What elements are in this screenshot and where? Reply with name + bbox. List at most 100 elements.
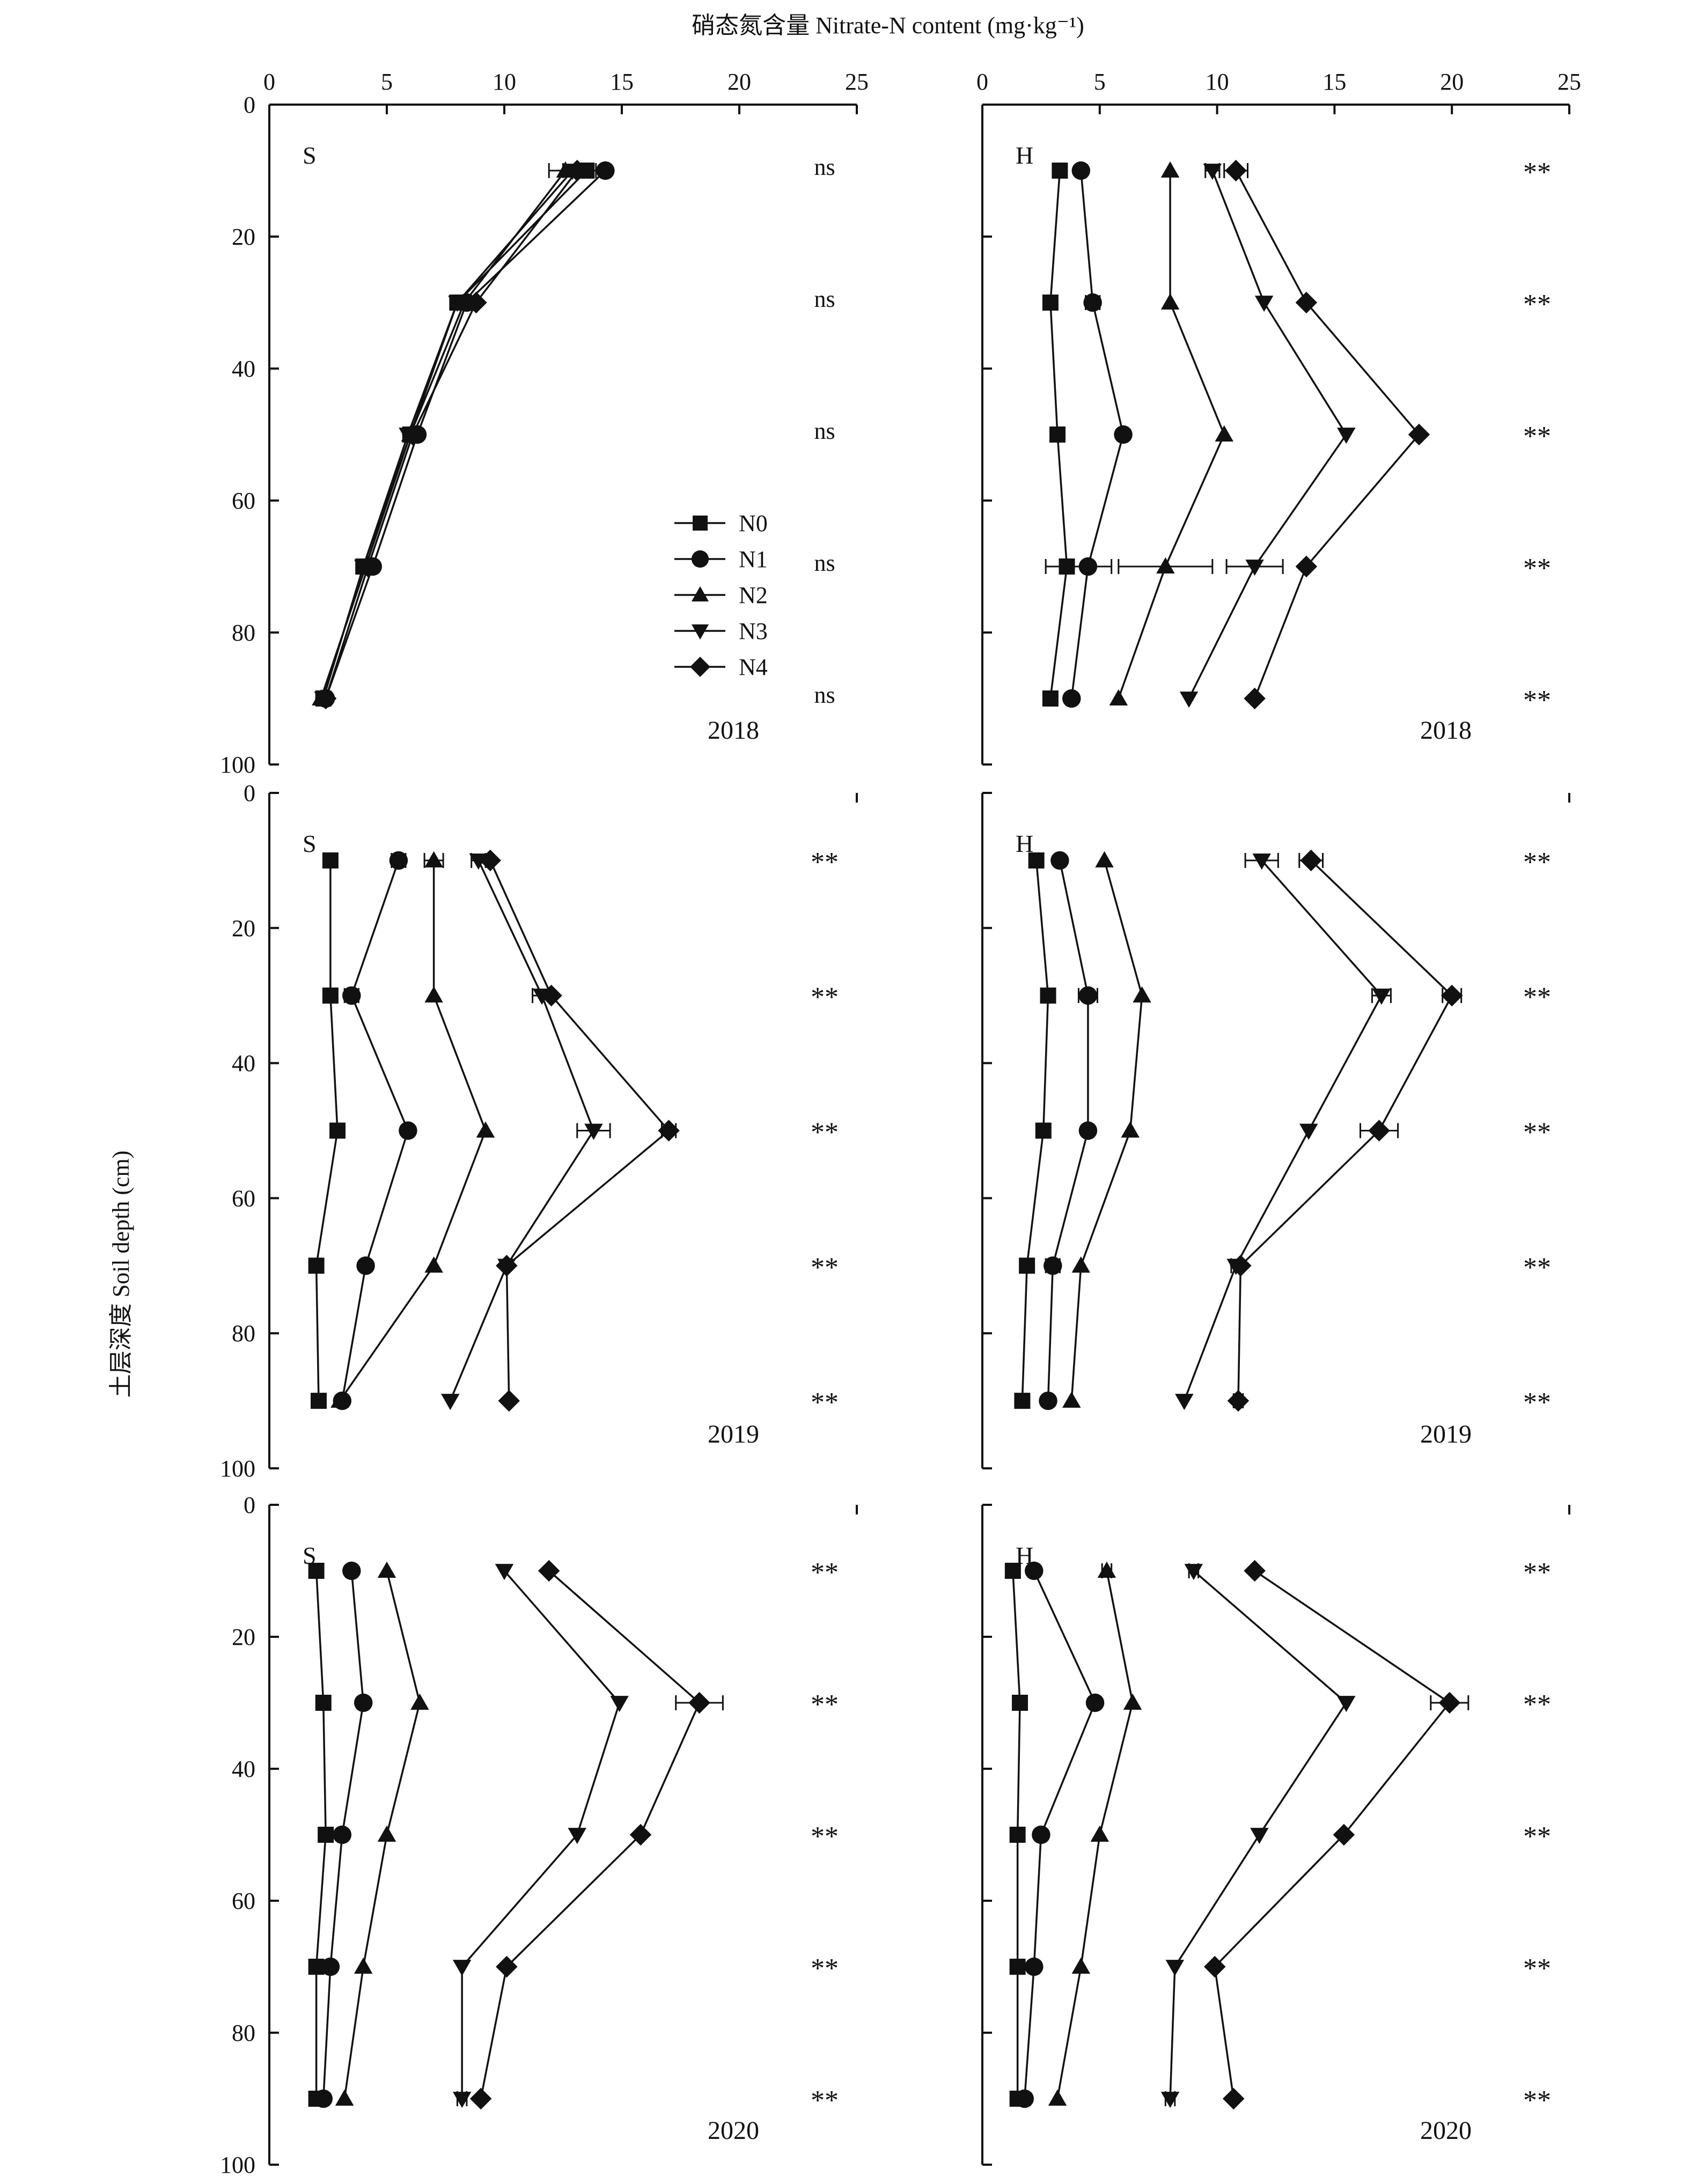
legend-marker-N4	[690, 657, 710, 677]
panel-year: 2018	[1420, 716, 1472, 745]
significance-label: **	[1523, 1117, 1551, 1148]
series-line-N0	[322, 170, 587, 699]
y-axis-label: 土层深度 Soil depth (cm)	[108, 1151, 134, 1398]
data-point-N3	[1250, 1828, 1269, 1844]
data-point-N3	[1299, 1123, 1318, 1140]
series-line-N4	[480, 1570, 701, 2099]
data-point-N4	[1333, 1823, 1355, 1846]
y-tick-label: 60	[232, 1888, 255, 1914]
series-line-N1	[325, 170, 606, 699]
y-tick-label: 20	[232, 915, 255, 942]
y-tick-label: 0	[244, 780, 255, 806]
significance-label: **	[811, 1953, 839, 1984]
data-point-N1	[1071, 161, 1091, 180]
data-point-N4	[1438, 1692, 1461, 1714]
significance-label: **	[1523, 421, 1551, 452]
data-point-N1	[1015, 2089, 1034, 2108]
data-point-N4	[1441, 984, 1463, 1006]
data-point-N1	[1044, 1256, 1062, 1275]
data-point-N1	[1114, 425, 1133, 444]
y-tick-label: 80	[232, 2020, 255, 2046]
y-tick-label: 60	[232, 488, 255, 514]
data-point-N3	[452, 2092, 472, 2108]
series-line-N3	[461, 1570, 621, 2099]
significance-label: **	[811, 982, 839, 1013]
data-point-N2	[424, 986, 443, 1003]
data-point-N1	[321, 1957, 340, 1976]
x-tick-label: 10	[1206, 69, 1229, 95]
panel-letter: S	[303, 830, 317, 857]
data-point-N4	[1368, 1120, 1390, 1142]
panel-letter: H	[1016, 142, 1033, 169]
legend-marker-N0	[693, 516, 708, 531]
series-line-N4	[1214, 1570, 1451, 2099]
significance-label: **	[1523, 982, 1551, 1013]
data-point-N4	[1222, 2087, 1245, 2110]
data-point-N4	[629, 1823, 652, 1846]
significance-label: **	[1523, 2085, 1551, 2116]
data-point-N1	[356, 1256, 375, 1275]
significance-label: **	[1523, 1821, 1551, 1852]
data-point-N0	[329, 1122, 346, 1139]
significance-label: **	[1523, 289, 1551, 320]
data-point-N4	[401, 423, 424, 446]
data-point-N0	[310, 1393, 327, 1409]
data-point-N4	[1230, 1255, 1252, 1277]
data-point-N0	[308, 1258, 325, 1274]
data-point-N3	[1175, 1394, 1194, 1410]
y-tick-label: 40	[232, 1756, 255, 1782]
data-point-N2	[1062, 1391, 1081, 1408]
significance-label: **	[1523, 157, 1551, 188]
data-point-N2	[1121, 1121, 1140, 1138]
data-point-N1	[1025, 1561, 1044, 1580]
data-point-N0	[1009, 1827, 1026, 1843]
series-line-N4	[325, 170, 578, 699]
data-point-N1	[333, 1825, 352, 1844]
data-point-N1	[1039, 1391, 1057, 1410]
data-point-N1	[1085, 1693, 1105, 1712]
legend-label: N0	[739, 510, 768, 536]
data-point-N2	[1095, 851, 1114, 867]
data-point-N4	[1295, 555, 1318, 578]
significance-label: **	[811, 1821, 839, 1852]
data-point-N3	[495, 1564, 514, 1580]
data-point-N0	[308, 1563, 325, 1579]
data-point-N0	[1042, 690, 1059, 707]
data-point-N2	[1133, 986, 1151, 1003]
x-tick-label: 15	[1322, 69, 1346, 95]
data-point-N0	[1014, 1393, 1031, 1409]
data-point-N3	[1160, 2092, 1180, 2108]
significance-label: **	[811, 1252, 839, 1283]
legend-marker-N1	[691, 550, 709, 568]
data-point-N4	[658, 1120, 680, 1142]
data-point-N4	[357, 555, 379, 578]
data-point-N0	[318, 1827, 334, 1843]
data-point-N3	[1252, 853, 1271, 870]
data-point-N3	[1203, 164, 1222, 180]
data-point-N2	[424, 1256, 443, 1273]
legend-label: N2	[739, 582, 768, 608]
data-point-N1	[1078, 1121, 1098, 1140]
significance-label: **	[1523, 685, 1551, 716]
y-tick-label: 100	[220, 752, 255, 778]
y-tick-label: 60	[232, 1185, 255, 1211]
data-point-N0	[1049, 426, 1066, 443]
data-point-N1	[596, 161, 615, 180]
data-point-N2	[1071, 1957, 1091, 1974]
significance-label: **	[1523, 553, 1551, 584]
top-axis-label: 硝态氮含量 Nitrate-N content (mg·kg⁻¹)	[692, 12, 1084, 39]
data-point-N2	[1160, 161, 1180, 178]
data-point-N1	[1032, 1825, 1050, 1844]
panel-year: 2019	[708, 1420, 759, 1448]
data-point-N4	[566, 159, 589, 182]
significance-label: **	[1523, 1387, 1551, 1418]
data-point-N0	[322, 852, 339, 869]
y-tick-label: 0	[244, 1492, 255, 1518]
significance-label: ns	[814, 286, 835, 312]
y-tick-label: 20	[232, 1624, 255, 1650]
data-point-N4	[1244, 687, 1266, 710]
data-point-N0	[1035, 1122, 1052, 1139]
data-point-N4	[1225, 159, 1247, 182]
